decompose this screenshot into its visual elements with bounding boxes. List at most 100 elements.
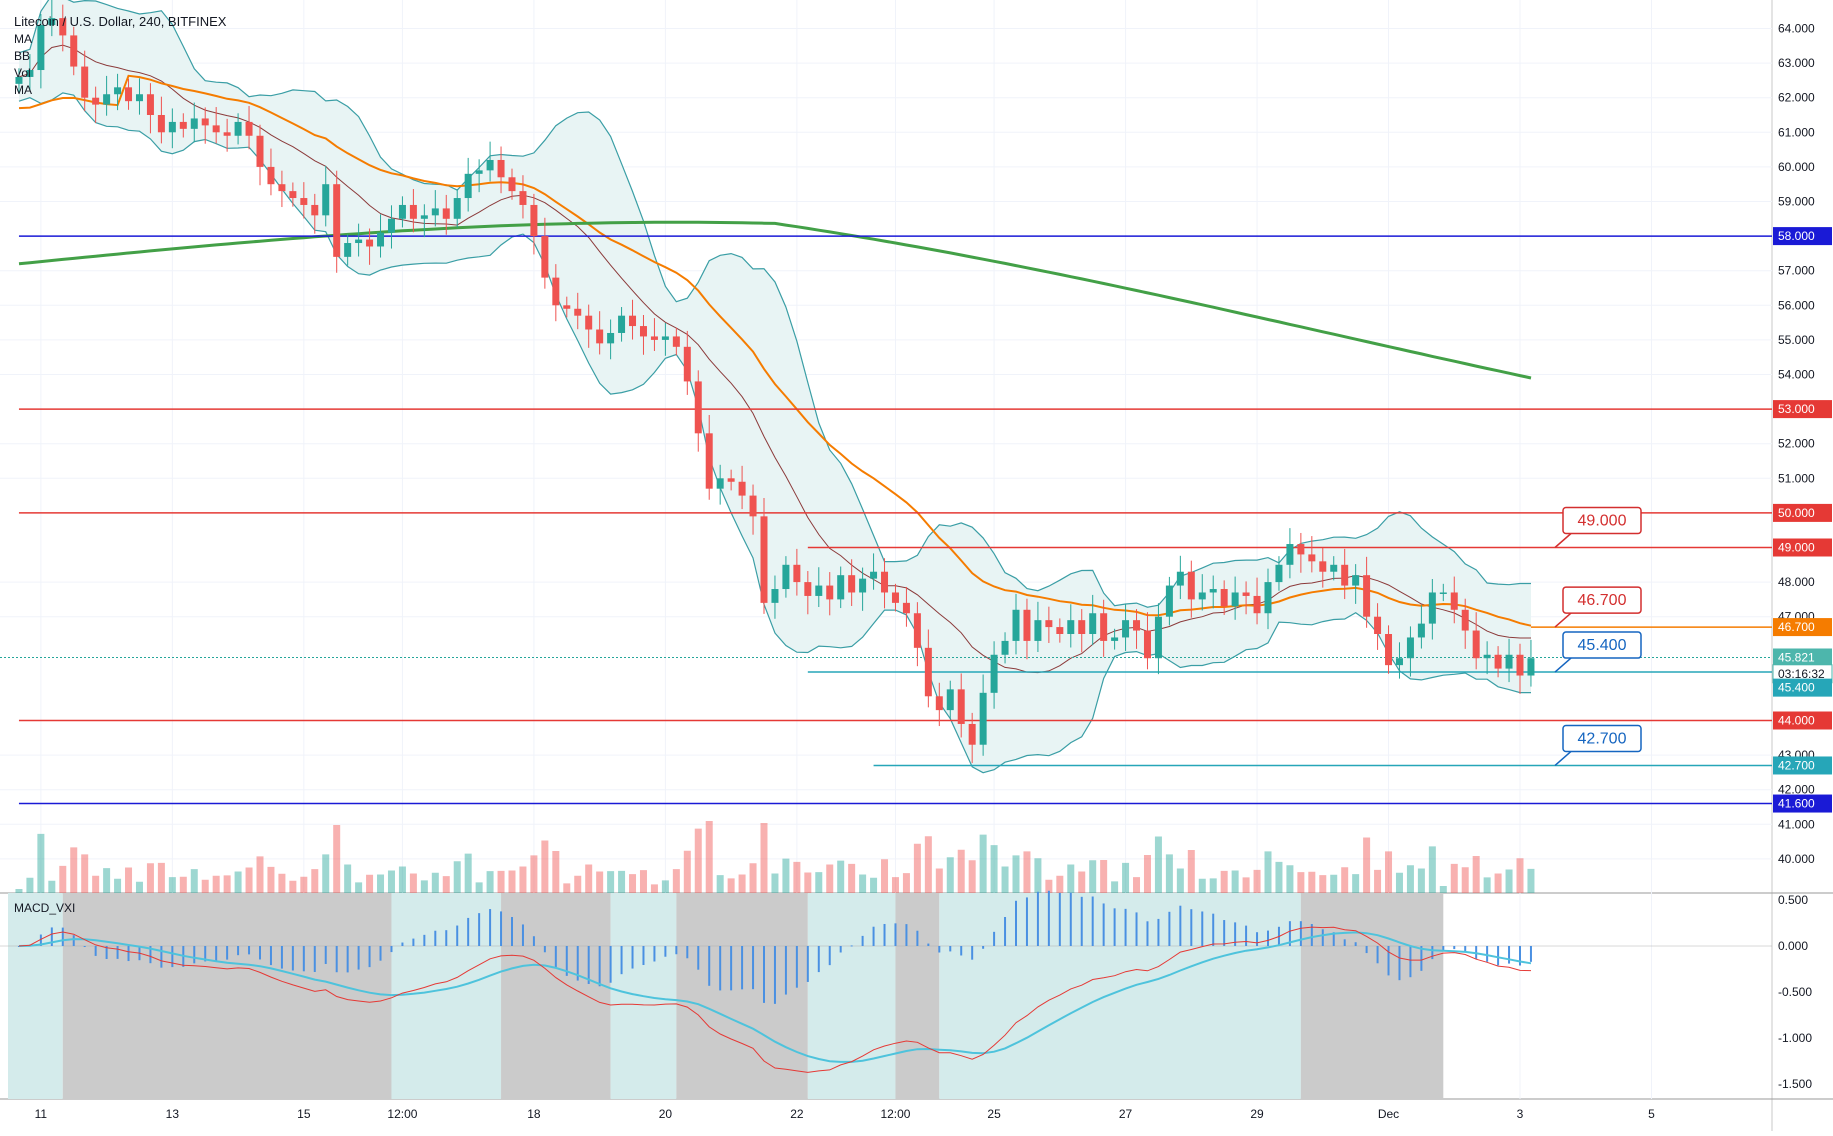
candle [563, 296, 571, 318]
candle [168, 108, 176, 149]
candle [990, 641, 998, 709]
candle [223, 118, 231, 152]
candle-body [530, 204, 538, 237]
price-tick-label: 55.000 [1778, 333, 1815, 347]
candle-body [891, 592, 899, 603]
volume-bar [464, 853, 472, 893]
candle-body [1428, 592, 1436, 624]
candle [1505, 638, 1513, 683]
candle [913, 602, 921, 667]
macd-histogram-bar [1267, 930, 1269, 946]
candle-body [1297, 544, 1305, 555]
candle [267, 148, 275, 196]
volume-bar [157, 862, 165, 893]
candle [1341, 548, 1349, 600]
candle [1417, 605, 1425, 649]
macd-histogram-bar [1245, 925, 1248, 946]
macd-pane-label[interactable]: MACD_VXI [14, 901, 75, 915]
candle [475, 159, 483, 193]
macd-histogram-bar [50, 927, 53, 946]
price-tick-label: 40.000 [1778, 852, 1815, 866]
volume-bar [168, 877, 176, 893]
candle [574, 292, 582, 330]
macd-histogram-bar [379, 946, 382, 961]
volume-bar [541, 840, 549, 893]
volume-bar [793, 861, 801, 893]
candle-body [1001, 640, 1009, 655]
candle-body [15, 76, 23, 84]
callout-pointer [1554, 612, 1572, 628]
candle [1264, 568, 1272, 630]
price-callout[interactable]: 49.000 [1554, 506, 1642, 549]
candle [1406, 626, 1414, 677]
candle-body [377, 232, 385, 247]
volume-bar [563, 883, 571, 893]
candle [552, 264, 560, 322]
indicator-label-ma[interactable]: MA [14, 32, 32, 46]
candle [453, 189, 461, 228]
candle-body [815, 585, 823, 596]
price-badge-label: 58.000 [1778, 229, 1815, 243]
volume-bar [1374, 869, 1382, 893]
volume-bar [1352, 874, 1360, 893]
indicator-label-ma2[interactable]: MA [14, 83, 32, 97]
candle-body [650, 336, 658, 340]
candle-body [859, 578, 867, 593]
candle-body [497, 159, 505, 178]
candle [1297, 532, 1305, 573]
candle-body [1505, 654, 1513, 669]
volume-bar [1045, 879, 1053, 893]
macd-histogram-bar [149, 946, 152, 964]
candle-body [355, 239, 363, 244]
candle [486, 141, 494, 182]
indicator-label-bb[interactable]: BB [14, 49, 30, 63]
macd-histogram-bar [795, 946, 798, 988]
macd-histogram-bar [1069, 892, 1072, 946]
macd-histogram-bar [1004, 917, 1007, 946]
candle [1374, 603, 1382, 650]
macd-histogram-bar [1299, 921, 1302, 946]
candle [1363, 556, 1371, 628]
macd-histogram-bar [598, 946, 601, 987]
candle [278, 170, 286, 208]
price-badge: 42.700 [1773, 756, 1832, 775]
volume-bar [1001, 866, 1009, 893]
macd-histogram-bar [313, 946, 316, 972]
candle [300, 182, 308, 219]
macd-histogram-bar [576, 946, 579, 981]
volume-bar [333, 825, 341, 893]
price-callouts[interactable]: 49.000 46.700 45.400 42.700 [1554, 506, 1642, 767]
candle [508, 168, 516, 200]
horizontal-levels[interactable] [0, 235, 1772, 805]
price-callout[interactable]: 42.700 [1554, 724, 1642, 767]
price-badges: 58.000 53.000 50.000 49.000 46.700 45.821 03:1… [1772, 227, 1833, 813]
volume-bar [1264, 851, 1272, 893]
candle-body [1231, 592, 1239, 607]
candle [442, 194, 450, 235]
indicator-label-vol[interactable]: Vol [14, 66, 31, 80]
volume-bar [1209, 878, 1217, 893]
price-callout[interactable]: 45.400 [1554, 631, 1642, 673]
candle-body [1385, 634, 1393, 666]
macd-histogram-bar [773, 946, 776, 1004]
candle [179, 113, 187, 138]
candle [870, 553, 878, 590]
candle-body [37, 25, 45, 71]
candle [957, 673, 965, 738]
candle [212, 107, 220, 144]
time-tick-label: 11 [35, 1107, 48, 1121]
candle [585, 304, 593, 348]
price-badge-bg [1773, 678, 1832, 697]
volume-bar [1111, 881, 1119, 893]
volume-bar [968, 860, 976, 893]
candle-body [1078, 620, 1086, 634]
price-tick-label: 57.000 [1778, 264, 1815, 278]
candle-body [968, 723, 976, 745]
candle [946, 680, 954, 719]
candle-body [793, 564, 801, 583]
price-badge: 53.000 [1773, 400, 1832, 419]
macd-histogram-bar [1354, 942, 1357, 946]
volume-bar [92, 875, 100, 893]
price-callout[interactable]: 46.700 [1554, 586, 1642, 628]
